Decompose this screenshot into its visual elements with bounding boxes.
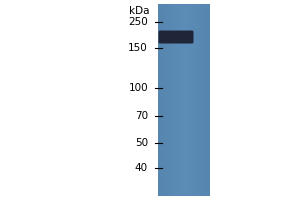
Text: 40: 40: [135, 163, 148, 173]
Text: 250: 250: [128, 17, 148, 27]
Text: 70: 70: [135, 111, 148, 121]
Text: kDa: kDa: [130, 6, 150, 16]
Text: 150: 150: [128, 43, 148, 53]
FancyBboxPatch shape: [158, 30, 194, 44]
Text: 100: 100: [128, 83, 148, 93]
Text: 50: 50: [135, 138, 148, 148]
